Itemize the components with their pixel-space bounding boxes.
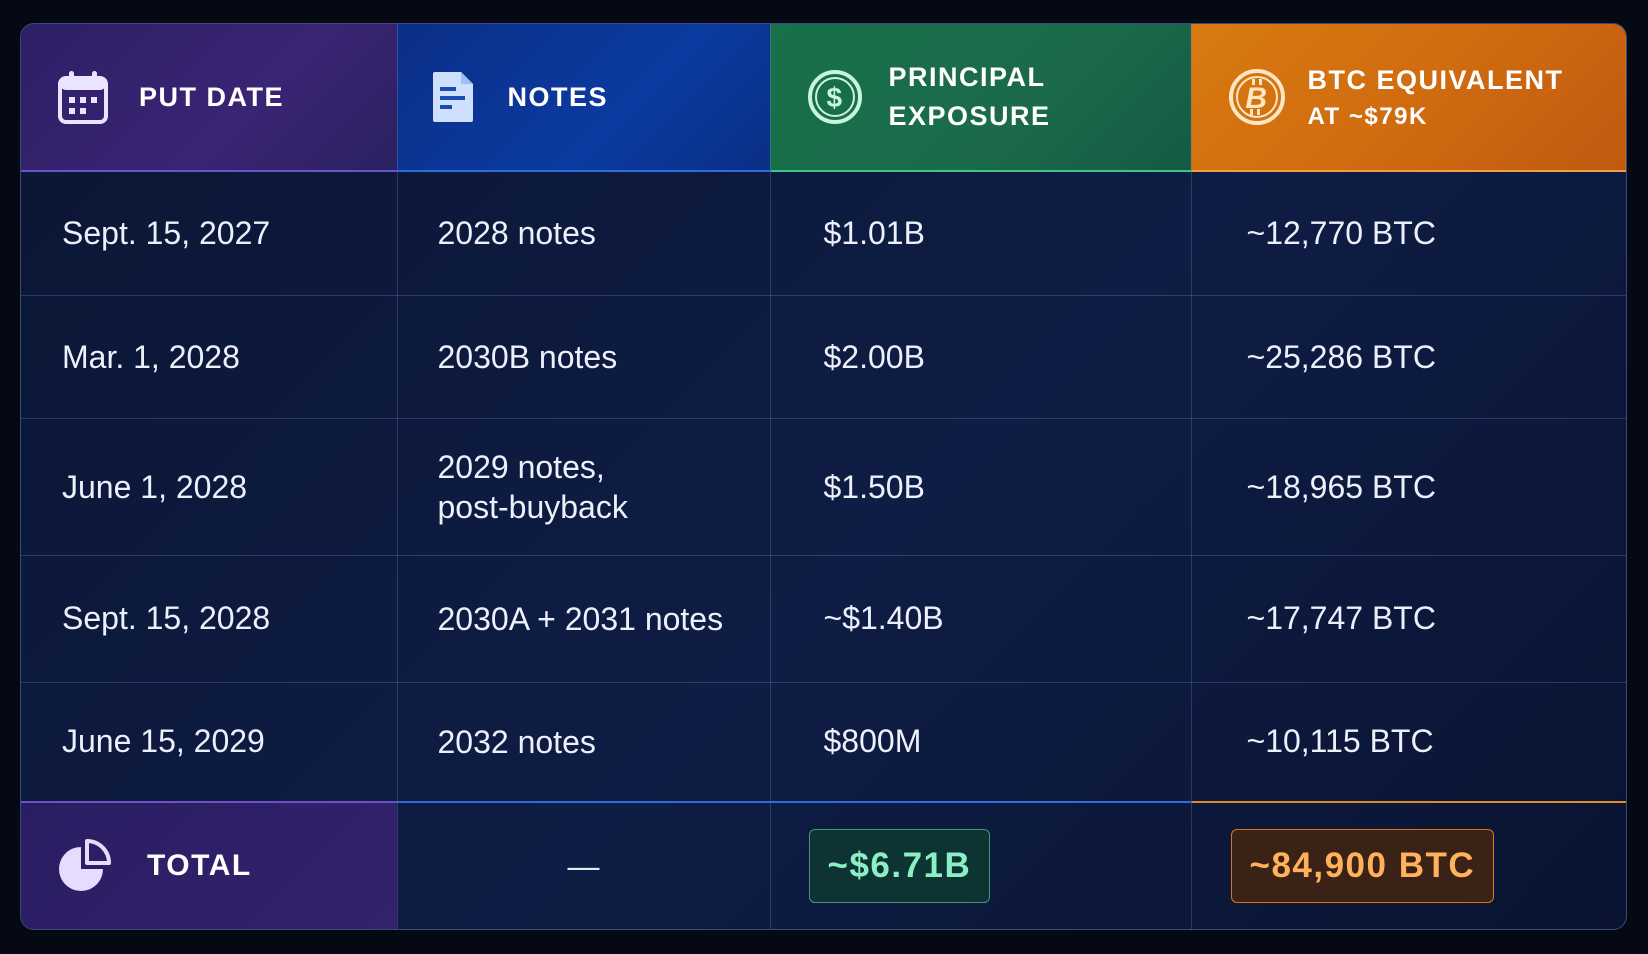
document-icon bbox=[431, 70, 475, 124]
calendar-icon bbox=[58, 70, 108, 124]
total-principal-badge: ~$6.71B bbox=[808, 829, 991, 904]
cell-btc: ~25,286 BTC bbox=[1191, 295, 1626, 420]
header-principal-line1: PRINCIPAL bbox=[888, 62, 1046, 92]
dollar-circle-icon: $ bbox=[807, 69, 863, 125]
header-notes: NOTES bbox=[397, 24, 771, 172]
cell-btc: ~17,747 BTC bbox=[1191, 555, 1626, 683]
cell-principal: $1.01B bbox=[770, 171, 1192, 296]
cell-principal: $800M bbox=[770, 682, 1192, 803]
total-label-cell: TOTAL bbox=[21, 801, 398, 929]
header-notes-label: NOTES bbox=[507, 81, 609, 112]
total-row: TOTAL — ~$6.71B ~84,900 BTC bbox=[21, 801, 1626, 929]
principal-value: $2.00B bbox=[823, 338, 925, 375]
cell-principal: $1.50B bbox=[770, 418, 1192, 556]
cell-btc: ~18,965 BTC bbox=[1191, 418, 1626, 556]
put-date-value: June 1, 2028 bbox=[62, 468, 248, 505]
cell-btc: ~10,115 BTC bbox=[1191, 682, 1626, 803]
notes-value: 2030A + 2031 notes bbox=[437, 600, 724, 637]
svg-text:$: $ bbox=[826, 82, 843, 113]
notes-value-line1: 2029 notes, bbox=[437, 449, 605, 486]
table-row: Sept. 15, 2027 2028 notes $1.01B ~12,770… bbox=[21, 171, 1626, 296]
total-principal-cell: ~$6.71B bbox=[770, 801, 1192, 929]
put-date-value: Sept. 15, 2027 bbox=[62, 214, 271, 251]
total-btc-badge: ~84,900 BTC bbox=[1230, 829, 1495, 904]
header-principal-line2: EXPOSURE bbox=[888, 101, 1051, 131]
notes-value: 2028 notes bbox=[437, 215, 596, 252]
principal-value: ~$1.40B bbox=[823, 600, 944, 637]
table-row: June 1, 2028 2029 notes, post-buyback $1.… bbox=[21, 418, 1626, 556]
cell-btc: ~12,770 BTC bbox=[1191, 171, 1626, 296]
table-row: Sept. 15, 2028 2030A + 2031 notes ~$1.40… bbox=[21, 555, 1626, 683]
header-btc-equivalent: B BTC EQUIVALENT AT ~$79K bbox=[1191, 24, 1626, 172]
total-btc-cell: ~84,900 BTC bbox=[1191, 801, 1626, 929]
cell-notes: 2030A + 2031 notes bbox=[397, 555, 771, 683]
total-label: TOTAL bbox=[147, 849, 252, 883]
notes-value-line2: post-buyback bbox=[437, 489, 628, 526]
btc-value: ~18,965 BTC bbox=[1246, 468, 1436, 505]
header-btc-line2: AT ~$79K bbox=[1307, 102, 1428, 130]
header-btc-line1: BTC EQUIVALENT bbox=[1307, 64, 1564, 95]
principal-value: $1.01B bbox=[823, 214, 925, 251]
cell-notes: 2030B notes bbox=[397, 295, 771, 420]
cell-notes: 2032 notes bbox=[397, 682, 771, 803]
put-schedule-table: PUT DATE bbox=[21, 24, 1626, 929]
notes-value: 2032 notes bbox=[437, 723, 596, 760]
header-btc-text: BTC EQUIVALENT AT ~$79K bbox=[1308, 61, 1564, 134]
header-put-date: PUT DATE bbox=[21, 24, 398, 172]
btc-value: ~25,286 BTC bbox=[1246, 338, 1436, 375]
principal-value: $800M bbox=[823, 723, 922, 760]
svg-text:B: B bbox=[1245, 82, 1268, 115]
put-date-value: Mar. 1, 2028 bbox=[62, 338, 240, 375]
header-principal-exposure: $ PRINCIPAL EXPOSURE bbox=[770, 24, 1192, 172]
cell-date: Mar. 1, 2028 bbox=[21, 295, 398, 420]
header-row: PUT DATE bbox=[21, 24, 1626, 172]
principal-value: $1.50B bbox=[823, 468, 925, 505]
put-date-value: June 15, 2029 bbox=[62, 723, 265, 760]
bitcoin-icon: B bbox=[1228, 68, 1286, 126]
cell-date: June 15, 2029 bbox=[21, 682, 398, 803]
table-row: Mar. 1, 2028 2030B notes $2.00B ~25,286 … bbox=[21, 295, 1626, 420]
cell-date: June 1, 2028 bbox=[21, 418, 398, 556]
total-notes-cell: — bbox=[397, 801, 771, 929]
table-row: June 15, 2029 2032 notes $800M ~10,115 B… bbox=[21, 682, 1626, 803]
put-date-value: Sept. 15, 2028 bbox=[62, 600, 271, 637]
cell-principal: ~$1.40B bbox=[770, 555, 1192, 683]
cell-date: Sept. 15, 2028 bbox=[21, 555, 398, 683]
btc-value: ~17,747 BTC bbox=[1246, 600, 1436, 637]
total-notes-dash: — bbox=[567, 847, 600, 884]
pie-chart-icon bbox=[59, 839, 111, 893]
cell-date: Sept. 15, 2027 bbox=[21, 171, 398, 296]
notes-value: 2030B notes bbox=[437, 339, 618, 376]
btc-value: ~10,115 BTC bbox=[1246, 723, 1434, 760]
header-put-date-label: PUT DATE bbox=[139, 81, 284, 112]
put-schedule-table-card: PUT DATE bbox=[20, 23, 1627, 930]
btc-value: ~12,770 BTC bbox=[1246, 214, 1436, 251]
cell-principal: $2.00B bbox=[770, 295, 1192, 420]
cell-notes: 2029 notes, post-buyback bbox=[397, 418, 771, 556]
header-principal-text: PRINCIPAL EXPOSURE bbox=[889, 58, 1051, 136]
cell-notes: 2028 notes bbox=[397, 171, 771, 296]
